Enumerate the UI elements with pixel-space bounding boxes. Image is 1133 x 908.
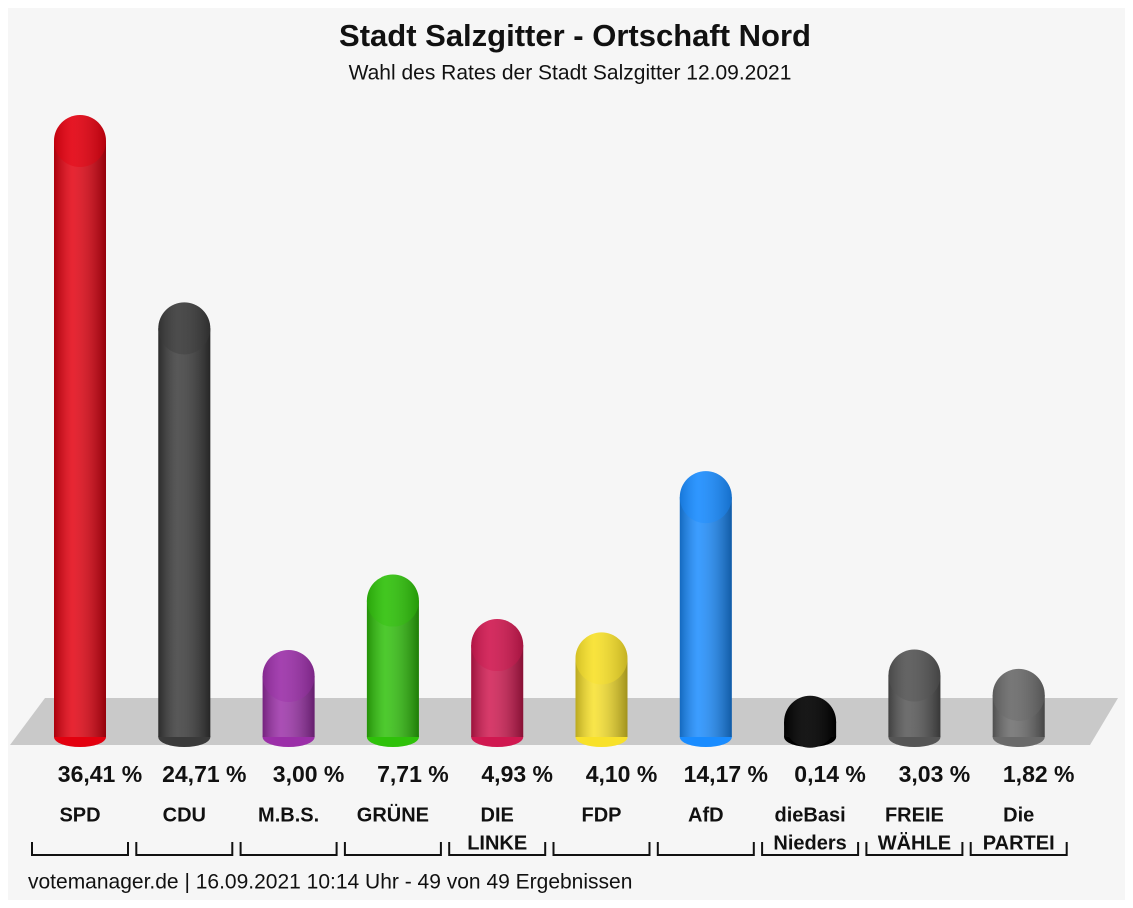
bracket <box>239 842 338 856</box>
bar-cap-shade <box>158 302 211 355</box>
bar-cap-shade <box>992 668 1045 721</box>
category-label: AfD <box>688 804 724 826</box>
value-label: 36,41 % <box>58 761 142 787</box>
bracket <box>865 842 964 856</box>
category-label: FDP <box>582 804 622 826</box>
category-label: WÄHLE <box>878 831 951 854</box>
category-label: PARTEI <box>983 832 1055 854</box>
footer: votemanager.de | 16.09.2021 10:14 Uhr - … <box>28 871 632 894</box>
category-label: Die <box>1003 804 1034 826</box>
bracket <box>448 842 547 856</box>
bracket <box>552 842 651 856</box>
value-label: 14,17 % <box>684 761 768 787</box>
bar-cap-shade <box>471 619 524 672</box>
category-label: GRÜNE <box>357 803 429 826</box>
bracket <box>969 842 1068 856</box>
category-label: FREIE <box>885 804 944 826</box>
bar-shade <box>54 141 106 737</box>
bar-cap-shade <box>679 471 732 524</box>
bracket <box>656 842 755 856</box>
category-label: DIE <box>481 804 514 826</box>
bar-cap-shade <box>262 649 315 702</box>
value-label: 3,03 % <box>899 761 971 787</box>
bracket <box>343 842 442 856</box>
category-label: SPD <box>59 804 100 826</box>
value-label: 24,71 % <box>162 761 246 787</box>
value-label: 4,10 % <box>586 761 658 787</box>
value-label: 3,00 % <box>273 761 345 787</box>
category-label: dieBasi <box>775 804 846 826</box>
bar-cap-shade <box>784 695 837 748</box>
category-label: M.B.S. <box>258 804 319 826</box>
category-label: Nieders <box>773 832 846 854</box>
bracket <box>31 842 129 856</box>
bar-cap-shade <box>888 649 941 702</box>
bar-cap-shade <box>575 632 628 685</box>
chart-title: Stadt Salzgitter - Ortschaft Nord <box>339 18 811 53</box>
value-label: 4,93 % <box>481 761 553 787</box>
bracket <box>761 842 860 856</box>
value-label: 0,14 % <box>794 761 866 787</box>
bar-shade <box>158 328 211 737</box>
bar-shade <box>679 497 732 737</box>
value-label: 1,82 % <box>1003 761 1075 787</box>
bar-cap-shade <box>366 574 419 627</box>
category-label: CDU <box>163 804 206 826</box>
value-label: 7,71 % <box>377 761 449 787</box>
bar-cap-shade <box>54 115 106 167</box>
bracket <box>135 842 234 856</box>
category-label: LINKE <box>467 832 527 854</box>
chart-subtitle: Wahl des Rates der Stadt Salzgitter 12.0… <box>349 62 792 85</box>
